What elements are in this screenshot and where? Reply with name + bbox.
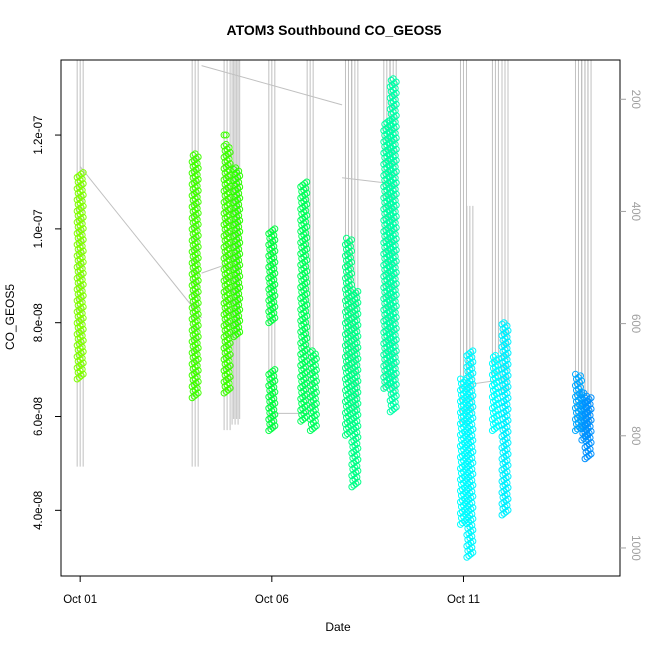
data-point (222, 131, 230, 139)
data-point (79, 169, 87, 177)
y-tick-label: 8.0e-08 (33, 303, 45, 342)
data-point (189, 151, 197, 159)
y-tick-label: 6.0e-08 (33, 397, 45, 436)
data-point (271, 366, 279, 374)
secondary-y-axis: 200 400 600 800 1000 (620, 90, 641, 561)
x-axis: Oct 01 Oct 06 Oct 11 (63, 576, 480, 606)
data-point (191, 150, 199, 158)
y-axis: 4.0e-08 6.0e-08 8.0e-08 1.0e-07 1.2e-07 (33, 116, 61, 530)
x-tick-label: Oct 11 (447, 594, 480, 606)
x-tick-label: Oct 06 (255, 594, 289, 606)
data-point (230, 165, 238, 173)
data-point (585, 395, 593, 403)
secondary-y-tick-label: 1000 (629, 535, 641, 561)
data-point (303, 178, 311, 186)
data-point (389, 75, 397, 83)
data-point (222, 140, 230, 148)
x-axis-label: Date (325, 620, 351, 634)
y-axis-label: CO_GEOS5 (3, 284, 17, 350)
secondary-y-tick-label: 400 (629, 202, 641, 221)
data-point (232, 164, 240, 172)
y-tick-label: 4.0e-08 (33, 491, 45, 530)
data-point (587, 394, 595, 402)
data-point (576, 372, 584, 380)
data-point (347, 236, 355, 244)
secondary-y-tick-label: 800 (629, 426, 641, 445)
pressure-transit-line (79, 166, 202, 319)
data-point (580, 389, 588, 397)
data-point (467, 348, 475, 356)
data-point (306, 348, 314, 356)
y-tick-label: 1.2e-07 (33, 116, 45, 155)
data-point (456, 375, 464, 383)
data-point (77, 170, 85, 178)
data-point (489, 353, 497, 361)
plot-box (60, 59, 621, 577)
data-point (220, 142, 228, 150)
data-point (469, 347, 477, 355)
data-point (349, 286, 357, 294)
data-point (269, 226, 277, 234)
data-points (73, 75, 595, 561)
chart-title: ATOM3 Southbound CO_GEOS5 (227, 22, 442, 38)
data-point (220, 131, 228, 139)
y-tick-label: 1.0e-07 (33, 209, 45, 248)
data-point (500, 319, 508, 327)
secondary-y-tick-label: 200 (629, 90, 641, 109)
data-point (578, 391, 586, 399)
data-point (342, 234, 350, 242)
data-point (301, 180, 309, 188)
x-tick-label: Oct 01 (63, 594, 97, 606)
data-point (271, 225, 279, 233)
data-point (498, 320, 506, 328)
secondary-y-tick-label: 600 (629, 314, 641, 333)
data-point (491, 352, 499, 360)
data-point (308, 347, 316, 355)
pressure-transit-line (342, 177, 391, 184)
data-point (269, 367, 277, 375)
data-point (387, 76, 395, 84)
data-point (354, 287, 362, 295)
data-point (571, 370, 579, 378)
